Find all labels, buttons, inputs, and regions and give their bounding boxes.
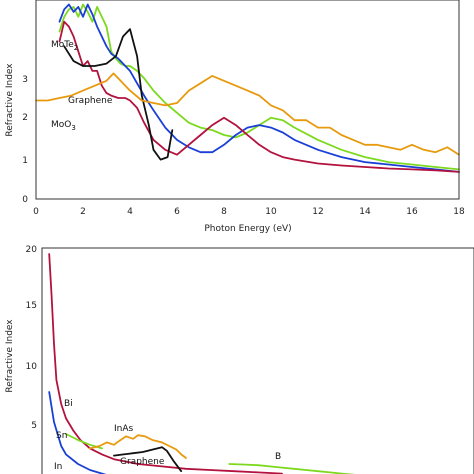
top-ytick-0: 0 [22,195,28,205]
bottom-plot-area [48,253,355,474]
chart-bottom: Refractive Index 20 15 10 5 Bi Sn InAs I… [5,245,474,474]
top-xtick-8: 16 [406,207,418,217]
bottom-series-line-4 [89,434,187,459]
bottom-series-line-3 [228,463,355,474]
anno-moo3-sub: 3 [71,124,75,132]
anno-graphene-bottom: Graphene [120,457,165,467]
bottom-series-line-1 [48,391,107,474]
bottom-ylabel: Refractive Index [5,319,15,393]
top-plot-area [35,3,460,173]
top-ytick-3: 3 [22,75,28,85]
top-ylabel: Refractive Index [5,63,15,137]
bottom-series-line-5 [113,446,183,473]
anno-bi: Bi [64,399,73,409]
top-xtick-4: 8 [221,207,227,217]
top-ytick-2: 2 [22,113,28,123]
top-xtick-9: 18 [453,207,465,217]
top-series-line-0 [58,3,460,171]
top-xtick-5: 10 [265,207,277,217]
anno-b: B [275,452,281,462]
top-ytick-1: 1 [22,156,28,166]
top-xlabel: Photon Energy (eV) [204,224,291,234]
top-xtick-6: 12 [312,207,323,217]
top-xtick-7: 14 [359,207,371,217]
anno-in: In [54,462,62,472]
anno-moo3: MoO3 [51,120,76,132]
anno-inas: InAs [114,424,134,434]
anno-mote2-sub: 2 [74,44,78,52]
anno-sn: Sn [56,431,67,441]
chart-top: Refractive Index 0 1 2 3 0 2 4 6 8 10 12… [5,0,465,234]
top-series-line-1 [58,3,460,173]
top-xtick-3: 6 [174,207,180,217]
top-xtick-1: 2 [80,207,86,217]
anno-mote2-base: MoTe [51,40,74,50]
bottom-plot-frame [41,247,474,474]
bottom-ytick-20: 20 [26,245,38,255]
top-xtick-2: 4 [127,207,133,217]
top-xtick-0: 0 [33,207,39,217]
anno-graphene-top: Graphene [68,96,113,106]
top-series-line-3 [63,28,174,161]
top-series-line-2 [58,20,460,173]
anno-moo3-base: MoO [51,120,71,130]
top-series-line-4 [35,72,460,156]
bottom-ytick-5: 5 [31,421,37,431]
top-plot-frame [35,0,460,200]
bottom-series-line-0 [48,253,283,474]
bottom-ytick-10: 10 [26,362,38,372]
bottom-ytick-15: 15 [26,301,37,311]
anno-mote2: MoTe2 [51,40,78,52]
